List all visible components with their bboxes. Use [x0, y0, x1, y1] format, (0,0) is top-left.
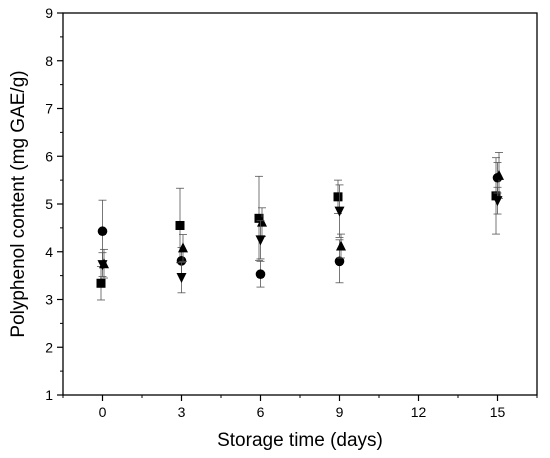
y-tick-label: 8 — [45, 53, 53, 69]
data-series — [96, 152, 504, 301]
data-point-square — [254, 213, 264, 223]
series-square — [96, 157, 501, 301]
data-point-triangle-down — [97, 260, 108, 271]
y-tick-label: 1 — [45, 387, 53, 403]
x-tick-label: 12 — [411, 404, 427, 420]
data-point-triangle-up — [336, 240, 346, 251]
data-point-square — [333, 192, 343, 202]
x-tick-label: 6 — [257, 404, 265, 420]
y-tick-label: 5 — [45, 196, 53, 212]
data-point-triangle-up — [178, 242, 188, 253]
plot-frame — [62, 12, 538, 396]
x-tick-label: 0 — [99, 404, 107, 420]
data-point-triangle-down — [492, 196, 503, 207]
y-tick-label: 4 — [45, 244, 53, 260]
y-axis: 1 2 3 4 5 6 7 8 9 — [45, 5, 63, 403]
x-tick-label: 9 — [336, 404, 344, 420]
y-tick-label: 6 — [45, 148, 53, 164]
data-point-circle — [255, 269, 266, 279]
y-axis-title: Polyphenol content (mg GAE/g) — [8, 70, 29, 337]
data-point-circle — [97, 226, 108, 237]
data-point-triangle-down — [255, 235, 266, 246]
y-tick-label: 3 — [45, 292, 53, 308]
data-point-triangle-down — [176, 273, 187, 284]
data-point-square — [96, 278, 106, 288]
data-point-triangle-up — [494, 169, 504, 180]
plot-border — [62, 12, 538, 396]
data-point-square — [175, 220, 185, 230]
y-tick-label: 9 — [45, 5, 53, 21]
x-tick-label: 15 — [490, 404, 506, 420]
data-point-circle — [176, 256, 187, 266]
x-tick-label: 3 — [178, 404, 186, 420]
x-axis: 0 3 6 9 12 15 — [62, 395, 538, 420]
series-circle — [97, 162, 503, 288]
series-triangle-up — [99, 152, 504, 279]
x-axis-title: Storage time (days) — [217, 430, 383, 451]
data-point-circle — [334, 256, 345, 267]
y-tick-label: 7 — [45, 101, 53, 117]
data-point-triangle-down — [334, 206, 345, 217]
data-point-triangle-up — [257, 216, 267, 227]
series-triangle-down — [97, 184, 503, 294]
data-point-square — [491, 191, 501, 201]
y-tick-label: 2 — [45, 339, 53, 355]
